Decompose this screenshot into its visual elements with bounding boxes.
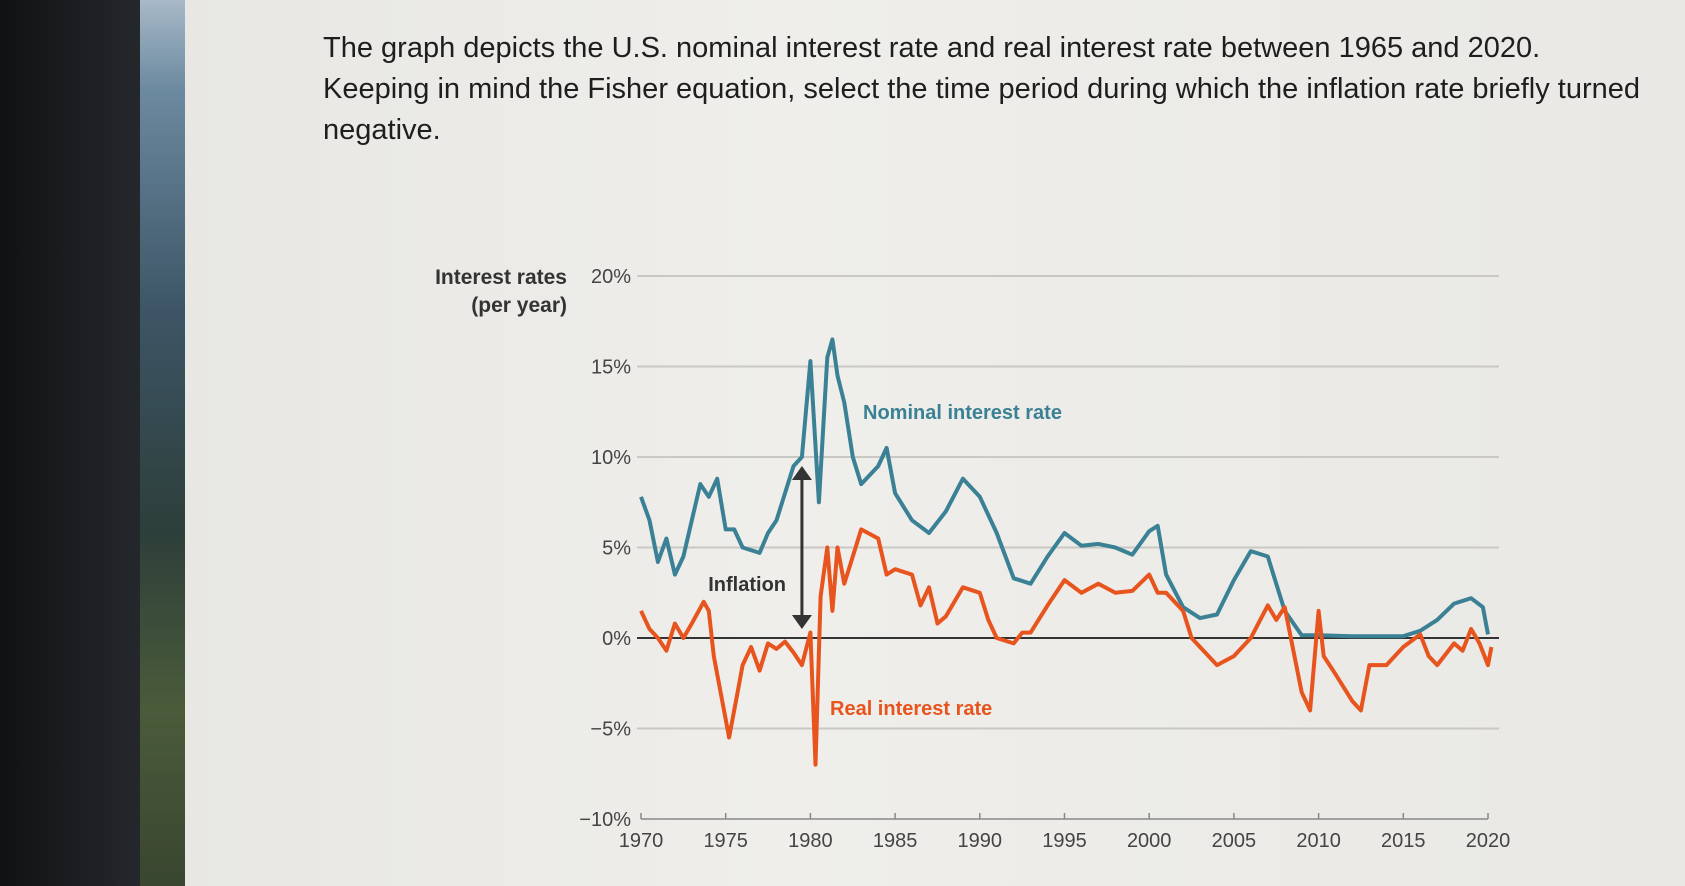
real-series-label: Real interest rate <box>830 698 992 720</box>
x-tick-label: 1990 <box>958 830 1003 852</box>
y-tick-label: −5% <box>590 719 631 741</box>
arrow-up-icon <box>791 466 812 481</box>
real-rate-line <box>639 527 1494 767</box>
x-tick-label: 2000 <box>1127 830 1172 852</box>
question-panel <box>185 0 1685 886</box>
x-tick-label: 1995 <box>1042 830 1087 852</box>
y-tick-label: 5% <box>602 538 631 560</box>
x-tick-label: 1975 <box>703 830 748 852</box>
x-tick-label: 2020 <box>1466 830 1511 852</box>
nominal-series-label: Nominal interest rate <box>863 402 1062 424</box>
y-axis-label-line1: Interest rates <box>435 266 567 289</box>
y-tick-label: 0% <box>602 628 631 650</box>
y-tick-label: 20% <box>591 266 631 288</box>
x-tick-label: 2010 <box>1296 830 1341 852</box>
x-tick-label: 1980 <box>788 830 833 852</box>
x-tick-label: 1985 <box>873 830 918 852</box>
x-tick-label: 2005 <box>1212 830 1257 852</box>
arrow-down-icon <box>791 614 812 629</box>
question-text: The graph depicts the U.S. nominal inter… <box>323 32 1641 146</box>
y-axis-label-line2: (per year) <box>471 294 567 317</box>
x-tick-label: 1970 <box>619 830 664 852</box>
nominal-rate-line <box>639 337 1490 639</box>
x-tick-label: 2015 <box>1381 830 1426 852</box>
inflation-label: Inflation <box>708 574 786 596</box>
y-tick-label: −10% <box>579 809 631 831</box>
monitor-bezel <box>0 0 140 886</box>
y-tick-label: 10% <box>591 447 631 469</box>
y-tick-label: 15% <box>591 357 631 379</box>
